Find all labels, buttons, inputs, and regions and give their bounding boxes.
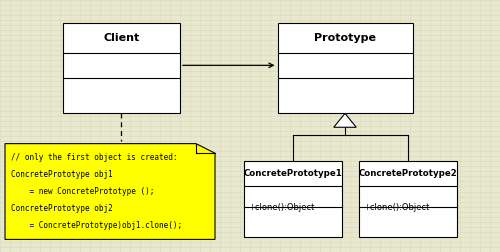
PathPatch shape [5,144,215,239]
Bar [244,161,342,237]
Text: ConcretePrototype obj2: ConcretePrototype obj2 [11,204,113,213]
Text: Client: Client [103,33,140,43]
Text: +clone():Object: +clone():Object [248,203,314,211]
Bar [278,23,412,113]
Text: // only the first object is created:: // only the first object is created: [11,153,177,162]
Bar [359,161,456,237]
Text: = new ConcretePrototype ();: = new ConcretePrototype (); [11,187,154,196]
Text: +clone():Object: +clone():Object [363,203,430,211]
Text: Prototype: Prototype [314,33,376,43]
Bar [62,23,180,113]
Text: ConcretePrototype1: ConcretePrototype1 [244,169,342,178]
Polygon shape [334,113,356,127]
Text: ConcretePrototype obj1: ConcretePrototype obj1 [11,170,113,179]
Text: ConcretePrototype2: ConcretePrototype2 [358,169,457,178]
Text: = ConcretePrototype)obj1.clone();: = ConcretePrototype)obj1.clone(); [11,221,182,230]
